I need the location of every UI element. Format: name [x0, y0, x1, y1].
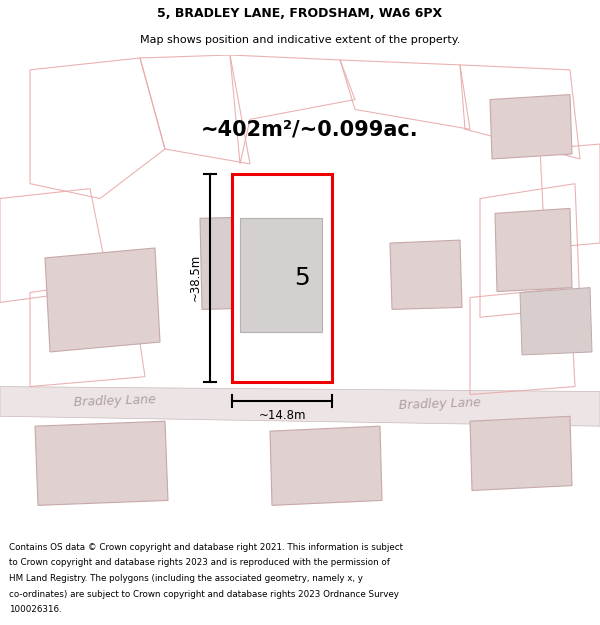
Polygon shape [495, 208, 572, 291]
Text: co-ordinates) are subject to Crown copyright and database rights 2023 Ordnance S: co-ordinates) are subject to Crown copyr… [9, 590, 399, 599]
Polygon shape [470, 416, 572, 491]
Polygon shape [490, 94, 572, 159]
Text: ~14.8m: ~14.8m [258, 409, 306, 422]
Text: Map shows position and indicative extent of the property.: Map shows position and indicative extent… [140, 34, 460, 44]
Text: 5: 5 [294, 266, 310, 290]
Polygon shape [45, 248, 160, 352]
Polygon shape [0, 387, 600, 426]
Polygon shape [270, 426, 382, 506]
Text: to Crown copyright and database rights 2023 and is reproduced with the permissio: to Crown copyright and database rights 2… [9, 558, 390, 568]
Text: Bradley Lane: Bradley Lane [74, 394, 156, 409]
Polygon shape [200, 216, 283, 309]
Polygon shape [520, 288, 592, 355]
Polygon shape [232, 174, 332, 382]
Text: Bradley Lane: Bradley Lane [399, 396, 481, 412]
Text: HM Land Registry. The polygons (including the associated geometry, namely x, y: HM Land Registry. The polygons (includin… [9, 574, 363, 583]
Text: 100026316.: 100026316. [9, 606, 62, 614]
Text: 5, BRADLEY LANE, FRODSHAM, WA6 6PX: 5, BRADLEY LANE, FRODSHAM, WA6 6PX [157, 8, 443, 20]
Text: ~38.5m: ~38.5m [189, 254, 202, 301]
Polygon shape [35, 421, 168, 506]
Polygon shape [240, 218, 322, 332]
Text: Contains OS data © Crown copyright and database right 2021. This information is : Contains OS data © Crown copyright and d… [9, 542, 403, 551]
Polygon shape [390, 240, 462, 309]
Text: ~402m²/~0.099ac.: ~402m²/~0.099ac. [201, 119, 419, 139]
